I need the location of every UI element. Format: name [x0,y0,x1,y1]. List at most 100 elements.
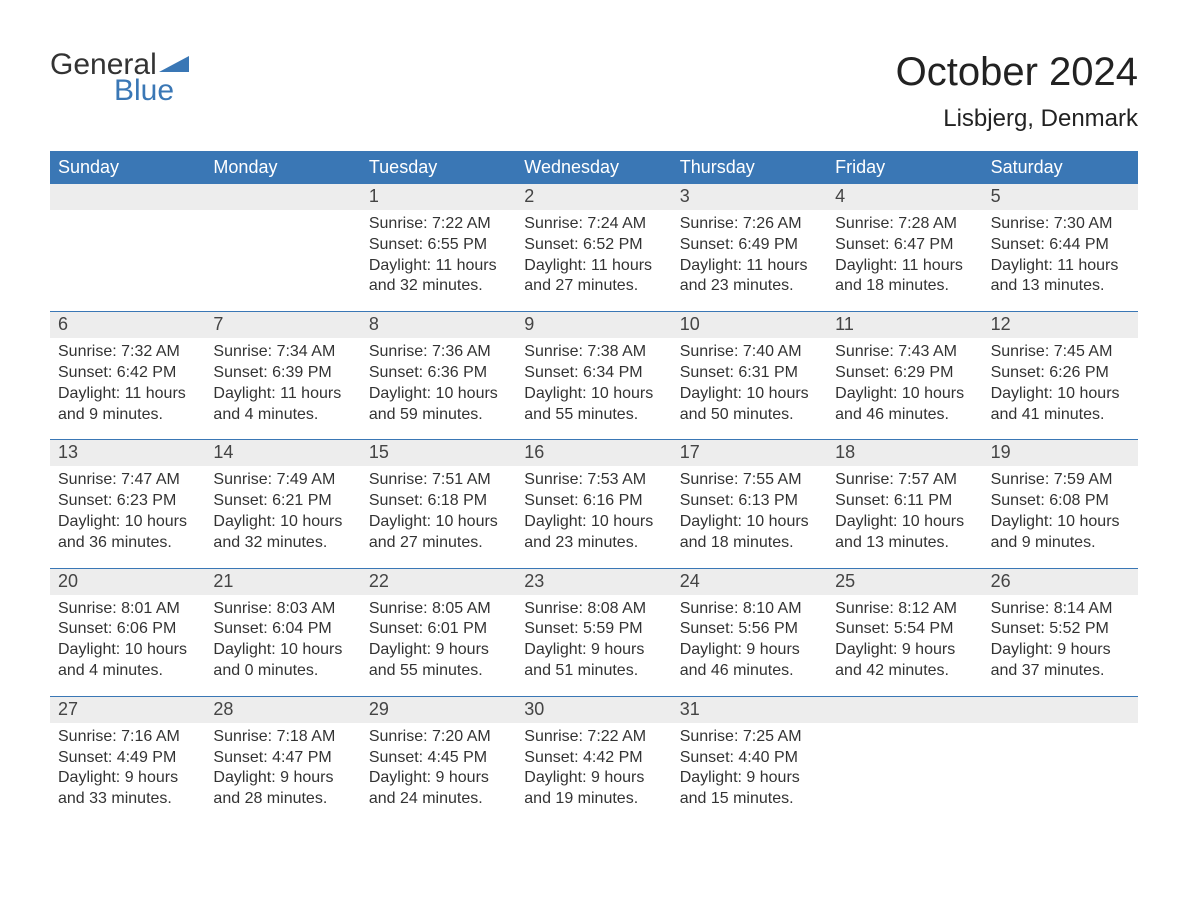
day-cell: Sunrise: 7:20 AM Sunset: 4:45 PM Dayligh… [361,723,516,818]
day-number: 9 [516,312,671,338]
day-cell: Sunrise: 7:32 AM Sunset: 6:42 PM Dayligh… [50,338,205,433]
day-cell: Sunrise: 7:38 AM Sunset: 6:34 PM Dayligh… [516,338,671,433]
day-number: 22 [361,569,516,595]
day-number [827,697,982,723]
day-cell: Sunrise: 7:57 AM Sunset: 6:11 PM Dayligh… [827,466,982,561]
title-block: October 2024 Lisbjerg, Denmark [896,50,1138,133]
day-number: 6 [50,312,205,338]
day-content-row: Sunrise: 7:47 AM Sunset: 6:23 PM Dayligh… [50,466,1138,561]
day-cell: Sunrise: 8:14 AM Sunset: 5:52 PM Dayligh… [983,595,1138,690]
day-number-row: 20212223242526 [50,569,1138,595]
day-header-row: Sunday Monday Tuesday Wednesday Thursday… [50,151,1138,184]
day-number [983,697,1138,723]
day-number: 4 [827,184,982,210]
day-header-cell: Thursday [672,151,827,184]
day-header-cell: Sunday [50,151,205,184]
day-number: 29 [361,697,516,723]
week: 13141516171819Sunrise: 7:47 AM Sunset: 6… [50,440,1138,561]
day-number: 17 [672,440,827,466]
day-header-cell: Friday [827,151,982,184]
day-cell: Sunrise: 7:55 AM Sunset: 6:13 PM Dayligh… [672,466,827,561]
day-number-row: 12345 [50,184,1138,210]
day-content-row: Sunrise: 7:16 AM Sunset: 4:49 PM Dayligh… [50,723,1138,818]
week: 6789101112Sunrise: 7:32 AM Sunset: 6:42 … [50,312,1138,433]
day-cell: Sunrise: 7:53 AM Sunset: 6:16 PM Dayligh… [516,466,671,561]
week: 12345Sunrise: 7:22 AM Sunset: 6:55 PM Da… [50,184,1138,305]
logo: General Blue [50,50,189,106]
day-cell: Sunrise: 7:59 AM Sunset: 6:08 PM Dayligh… [983,466,1138,561]
day-number: 14 [205,440,360,466]
day-cell: Sunrise: 8:05 AM Sunset: 6:01 PM Dayligh… [361,595,516,690]
day-content-row: Sunrise: 7:22 AM Sunset: 6:55 PM Dayligh… [50,210,1138,305]
day-number: 18 [827,440,982,466]
day-cell: Sunrise: 7:24 AM Sunset: 6:52 PM Dayligh… [516,210,671,305]
weeks-container: 12345Sunrise: 7:22 AM Sunset: 6:55 PM Da… [50,184,1138,818]
day-content-row: Sunrise: 7:32 AM Sunset: 6:42 PM Dayligh… [50,338,1138,433]
day-cell: Sunrise: 7:49 AM Sunset: 6:21 PM Dayligh… [205,466,360,561]
day-number: 12 [983,312,1138,338]
day-header-cell: Wednesday [516,151,671,184]
day-header-cell: Tuesday [361,151,516,184]
day-number: 24 [672,569,827,595]
day-number [50,184,205,210]
day-number: 16 [516,440,671,466]
day-number: 3 [672,184,827,210]
day-cell: Sunrise: 8:08 AM Sunset: 5:59 PM Dayligh… [516,595,671,690]
day-number: 31 [672,697,827,723]
day-cell: Sunrise: 7:25 AM Sunset: 4:40 PM Dayligh… [672,723,827,818]
day-cell: Sunrise: 7:16 AM Sunset: 4:49 PM Dayligh… [50,723,205,818]
day-cell: Sunrise: 7:45 AM Sunset: 6:26 PM Dayligh… [983,338,1138,433]
week: 20212223242526Sunrise: 8:01 AM Sunset: 6… [50,569,1138,690]
day-cell: Sunrise: 7:26 AM Sunset: 6:49 PM Dayligh… [672,210,827,305]
month-title: October 2024 [896,50,1138,95]
day-cell [827,723,982,818]
day-cell [205,210,360,305]
day-number: 30 [516,697,671,723]
location: Lisbjerg, Denmark [896,105,1138,133]
day-content-row: Sunrise: 8:01 AM Sunset: 6:06 PM Dayligh… [50,595,1138,690]
day-cell: Sunrise: 7:34 AM Sunset: 6:39 PM Dayligh… [205,338,360,433]
day-cell: Sunrise: 7:43 AM Sunset: 6:29 PM Dayligh… [827,338,982,433]
day-number: 23 [516,569,671,595]
day-number-row: 6789101112 [50,312,1138,338]
day-number-row: 13141516171819 [50,440,1138,466]
day-number: 13 [50,440,205,466]
day-header-cell: Monday [205,151,360,184]
day-number: 1 [361,184,516,210]
day-number: 28 [205,697,360,723]
day-number: 25 [827,569,982,595]
day-cell [50,210,205,305]
day-number: 8 [361,312,516,338]
logo-word-2: Blue [114,76,189,106]
day-cell: Sunrise: 8:12 AM Sunset: 5:54 PM Dayligh… [827,595,982,690]
day-header-cell: Saturday [983,151,1138,184]
day-cell: Sunrise: 7:28 AM Sunset: 6:47 PM Dayligh… [827,210,982,305]
day-cell: Sunrise: 8:10 AM Sunset: 5:56 PM Dayligh… [672,595,827,690]
day-number: 7 [205,312,360,338]
day-cell: Sunrise: 7:22 AM Sunset: 6:55 PM Dayligh… [361,210,516,305]
day-number: 21 [205,569,360,595]
day-cell: Sunrise: 7:18 AM Sunset: 4:47 PM Dayligh… [205,723,360,818]
day-cell: Sunrise: 7:22 AM Sunset: 4:42 PM Dayligh… [516,723,671,818]
day-cell: Sunrise: 7:51 AM Sunset: 6:18 PM Dayligh… [361,466,516,561]
day-number [205,184,360,210]
day-number: 10 [672,312,827,338]
week: 2728293031Sunrise: 7:16 AM Sunset: 4:49 … [50,697,1138,818]
day-cell [983,723,1138,818]
calendar: Sunday Monday Tuesday Wednesday Thursday… [50,151,1138,818]
day-cell: Sunrise: 7:36 AM Sunset: 6:36 PM Dayligh… [361,338,516,433]
day-cell: Sunrise: 8:01 AM Sunset: 6:06 PM Dayligh… [50,595,205,690]
day-number: 20 [50,569,205,595]
day-number: 5 [983,184,1138,210]
day-number: 2 [516,184,671,210]
day-cell: Sunrise: 7:40 AM Sunset: 6:31 PM Dayligh… [672,338,827,433]
day-number: 27 [50,697,205,723]
header: General Blue October 2024 Lisbjerg, Denm… [50,50,1138,133]
day-number: 11 [827,312,982,338]
day-cell: Sunrise: 7:30 AM Sunset: 6:44 PM Dayligh… [983,210,1138,305]
day-cell: Sunrise: 8:03 AM Sunset: 6:04 PM Dayligh… [205,595,360,690]
day-number-row: 2728293031 [50,697,1138,723]
day-number: 15 [361,440,516,466]
day-cell: Sunrise: 7:47 AM Sunset: 6:23 PM Dayligh… [50,466,205,561]
day-number: 19 [983,440,1138,466]
